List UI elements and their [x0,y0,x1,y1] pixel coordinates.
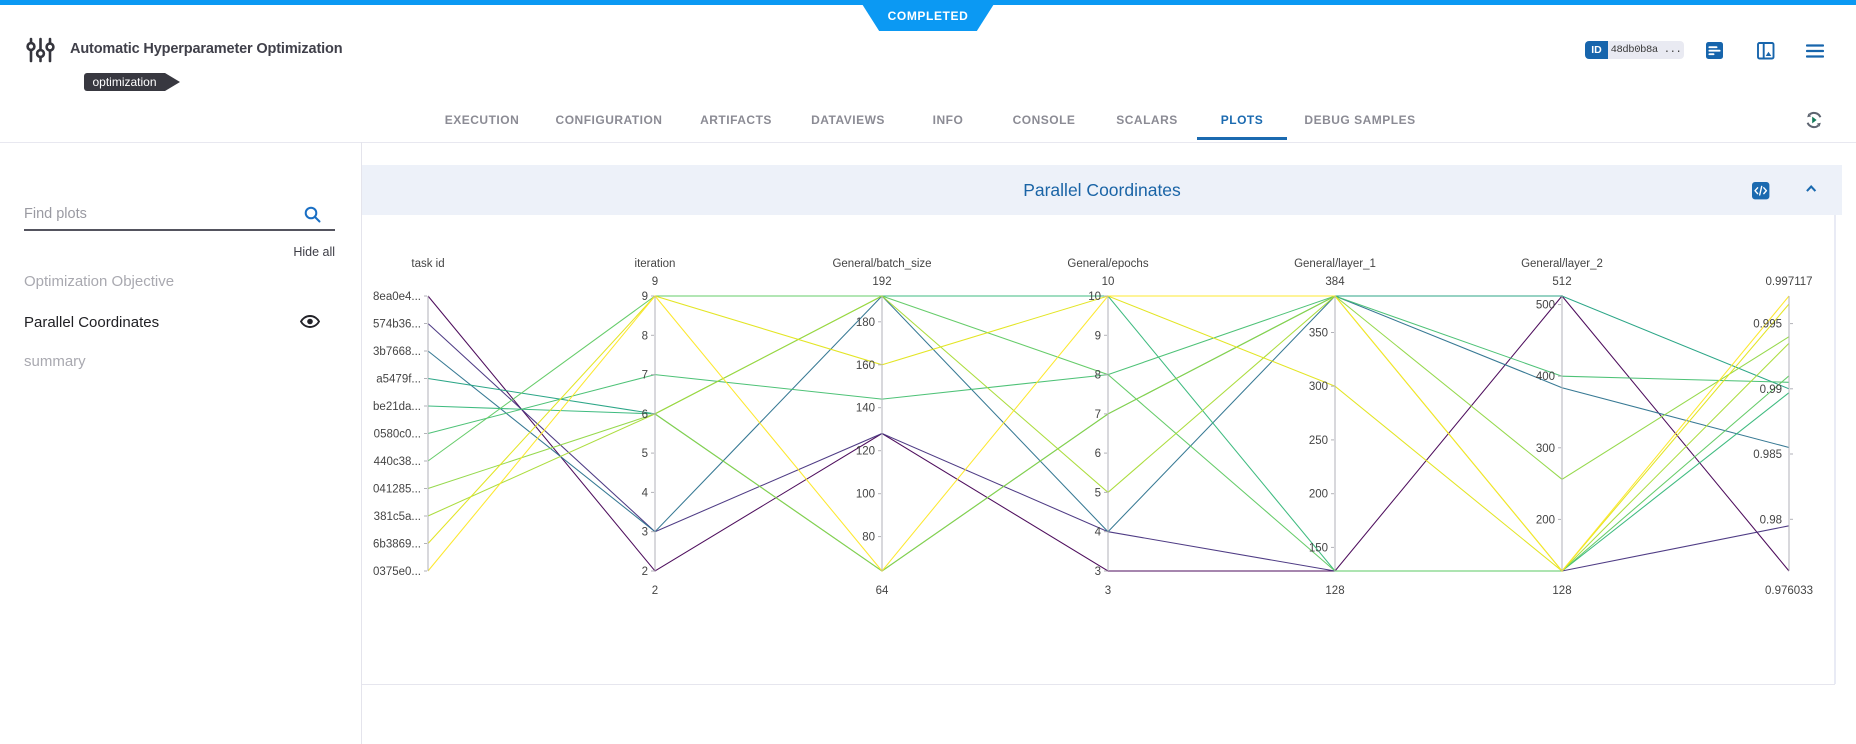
svg-text:General/layer_1: General/layer_1 [1294,258,1376,270]
svg-text:0.976033: 0.976033 [1765,585,1813,597]
svg-text:100: 100 [856,489,875,501]
svg-text:400: 400 [1536,371,1555,383]
svg-text:0375e0...: 0375e0... [373,566,421,578]
svg-text:384: 384 [1325,276,1345,288]
svg-text:6: 6 [642,409,648,421]
svg-text:0.985: 0.985 [1753,449,1782,461]
svg-text:192: 192 [872,276,891,288]
svg-text:0.98: 0.98 [1760,514,1782,526]
svg-text:300: 300 [1309,381,1328,393]
svg-text:0.997117: 0.997117 [1765,276,1812,288]
svg-text:440c38...: 440c38... [374,456,421,468]
svg-text:160: 160 [856,360,875,372]
svg-text:General/batch_size: General/batch_size [832,258,931,270]
svg-text:9: 9 [642,291,648,303]
svg-text:7: 7 [1095,409,1101,421]
svg-text:6b3869...: 6b3869... [373,539,421,551]
svg-text:500: 500 [1536,300,1555,312]
svg-text:128: 128 [1325,585,1344,597]
svg-text:140: 140 [856,403,875,415]
svg-text:10: 10 [1102,276,1115,288]
svg-text:4: 4 [642,487,649,499]
svg-text:381c5a...: 381c5a... [374,511,421,523]
svg-text:5: 5 [1095,487,1101,499]
svg-text:10: 10 [1088,291,1101,303]
svg-text:200: 200 [1309,489,1328,501]
svg-text:6: 6 [1095,448,1101,460]
svg-text:350: 350 [1309,328,1328,340]
svg-text:be21da...: be21da... [373,401,421,413]
svg-text:General/layer_2: General/layer_2 [1521,258,1603,270]
svg-text:180: 180 [856,317,875,329]
svg-text:8ea0e4...: 8ea0e4... [373,291,421,303]
svg-text:3: 3 [642,527,648,539]
svg-text:2: 2 [652,585,658,597]
svg-text:7: 7 [642,370,648,382]
svg-text:4: 4 [1095,527,1102,539]
svg-text:task id: task id [411,258,444,270]
svg-text:0.99: 0.99 [1760,384,1782,396]
svg-text:574b36...: 574b36... [373,319,421,331]
svg-text:0.995: 0.995 [1753,319,1782,331]
svg-text:3: 3 [1105,585,1111,597]
svg-text:3: 3 [1095,566,1101,578]
svg-text:0580c0...: 0580c0... [374,429,421,441]
svg-text:3b7668...: 3b7668... [373,346,421,358]
svg-text:128: 128 [1552,585,1571,597]
svg-text:8: 8 [642,330,648,342]
svg-text:General/epochs: General/epochs [1067,258,1148,270]
svg-text:iteration: iteration [635,258,676,270]
svg-text:8: 8 [1095,370,1101,382]
svg-text:120: 120 [856,446,875,458]
svg-text:512: 512 [1552,276,1571,288]
svg-text:64: 64 [876,585,889,597]
svg-text:9: 9 [652,276,658,288]
svg-text:a5479f...: a5479f... [376,374,421,386]
svg-text:250: 250 [1309,435,1328,447]
svg-text:300: 300 [1536,443,1555,455]
svg-text:041285...: 041285... [373,484,421,496]
svg-text:80: 80 [862,532,875,544]
svg-text:200: 200 [1536,514,1555,526]
svg-text:9: 9 [1095,330,1101,342]
svg-text:5: 5 [642,448,648,460]
svg-text:150: 150 [1309,542,1328,554]
svg-text:2: 2 [642,566,648,578]
